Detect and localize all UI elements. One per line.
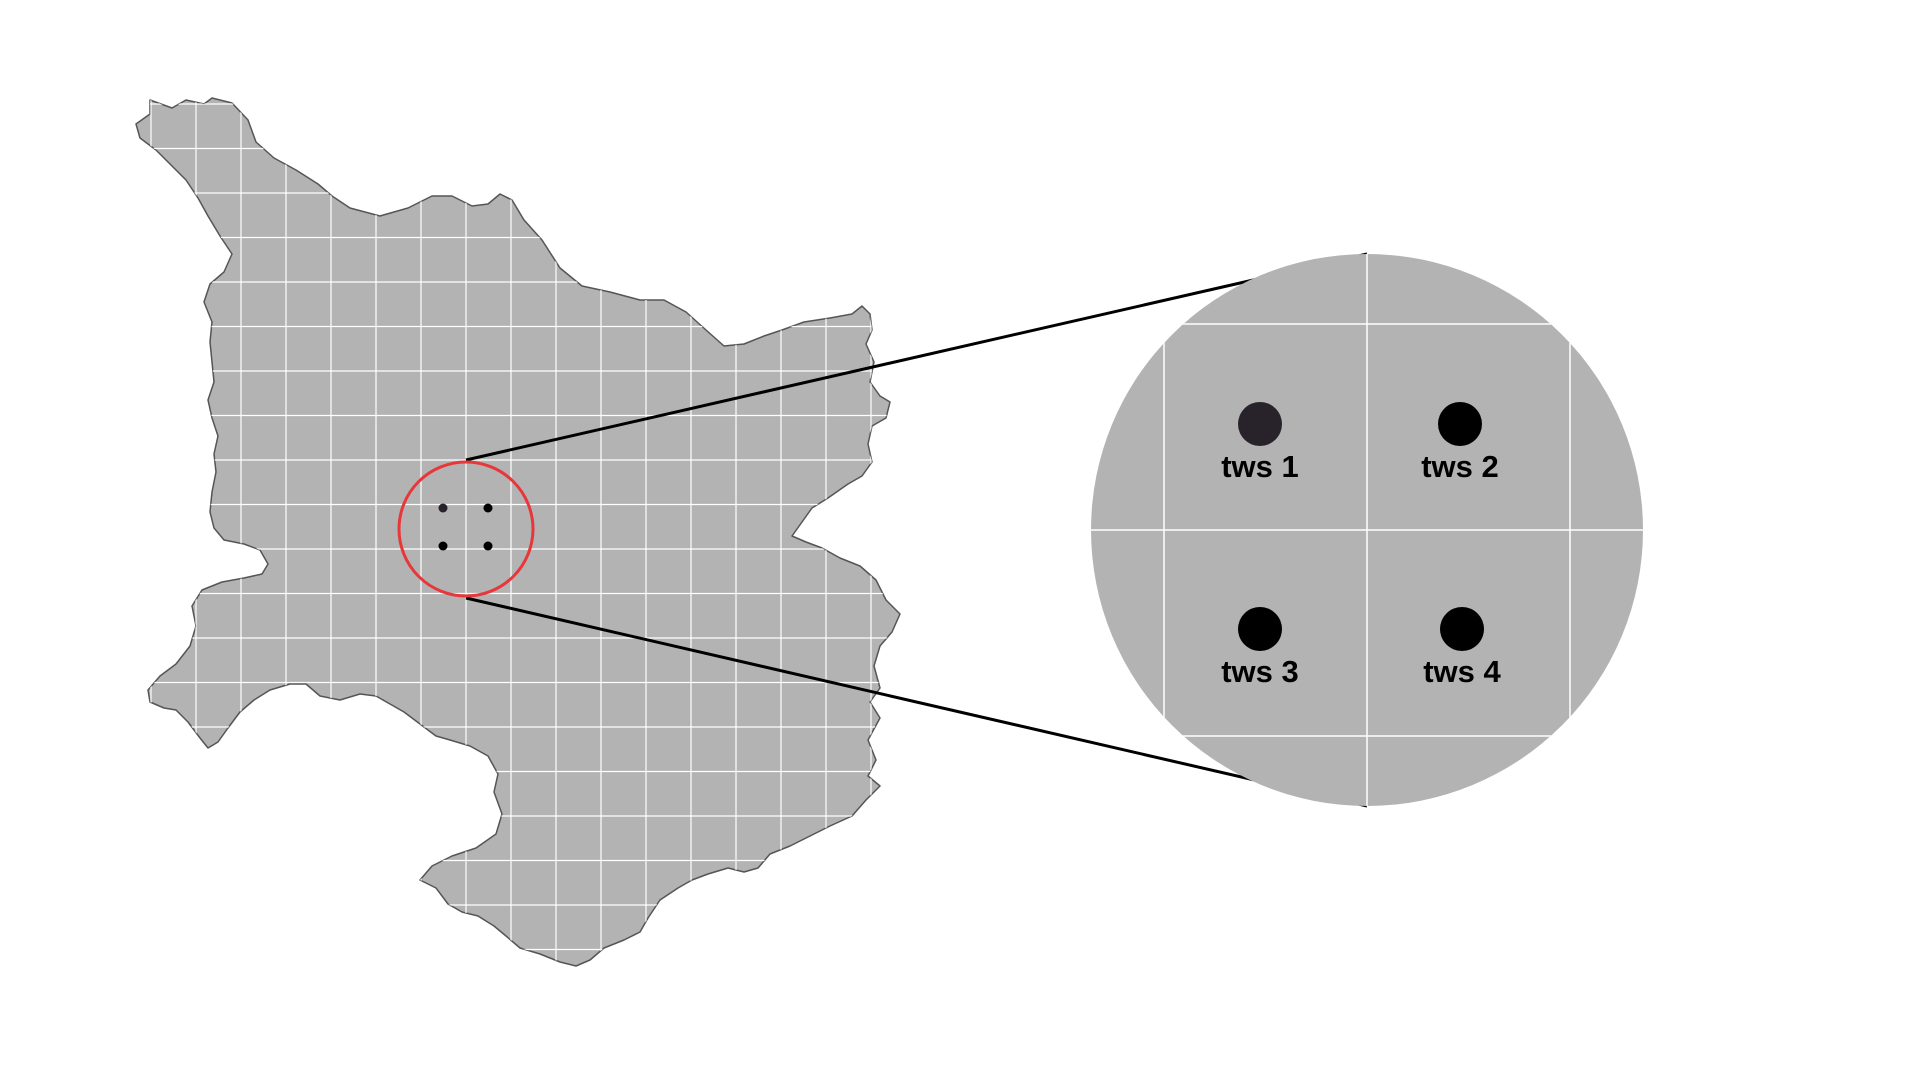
station-marker-2 [1438,402,1482,446]
mini-station-2 [483,503,493,513]
mini-station-3 [438,541,448,551]
station-marker-3 [1238,607,1282,651]
zoom-connector-top [465,252,1368,462]
station-label-1: tws 1 [1221,449,1299,484]
station-label-2: tws 2 [1421,449,1499,484]
highlight-circle [397,460,535,598]
zoom-inset: tws 1 tws 2 tws 3 tws 4 [1091,254,1643,806]
station-marker-4 [1440,607,1484,651]
station-label-4: tws 4 [1423,654,1501,689]
station-marker-1 [1238,402,1282,446]
mini-stations [438,503,493,551]
zoom-connector-bottom [465,596,1368,808]
region-shape [135,97,901,967]
mini-station-4 [483,541,493,551]
mini-station-1 [438,503,448,513]
station-label-3: tws 3 [1221,654,1299,689]
